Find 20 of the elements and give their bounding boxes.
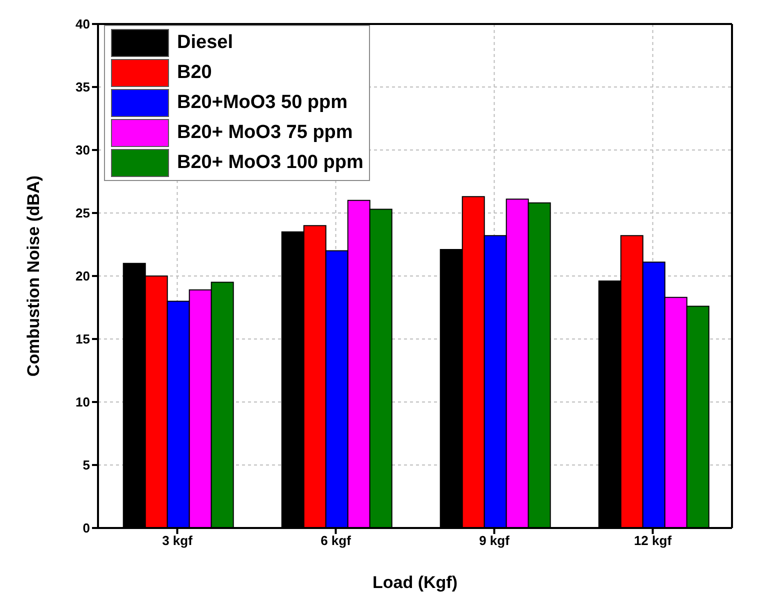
legend-label: B20+ MoO3 75 ppm	[177, 122, 353, 144]
y-tick-label: 15	[76, 332, 90, 347]
y-tick-label: 25	[76, 206, 90, 221]
y-tick-label: 0	[82, 520, 90, 536]
y-tick-label: 10	[76, 394, 90, 410]
legend-label: B20	[177, 62, 212, 84]
y-axis-title: Combustion Noise (dBA)	[24, 175, 44, 377]
legend-label: B20+MoO3 50 ppm	[177, 92, 348, 114]
y-tick-label: 5	[82, 458, 90, 473]
y-tick-label: 40	[76, 16, 90, 32]
legend-label: B20+ MoO3 100 ppm	[177, 152, 364, 174]
y-tick-label: 35	[76, 80, 90, 95]
x-tick-label: 3 kgf	[162, 533, 194, 548]
x-tick-label: 9 kgf	[479, 533, 510, 548]
x-axis-title: Load (Kgf)	[372, 573, 458, 592]
x-tick-label: 6 kgf	[320, 533, 352, 548]
y-tick-label: 30	[76, 142, 90, 158]
x-tick-label: 12 kgf	[634, 533, 672, 548]
legend-label: Diesel	[177, 32, 233, 54]
y-tick-label: 20	[76, 268, 90, 284]
